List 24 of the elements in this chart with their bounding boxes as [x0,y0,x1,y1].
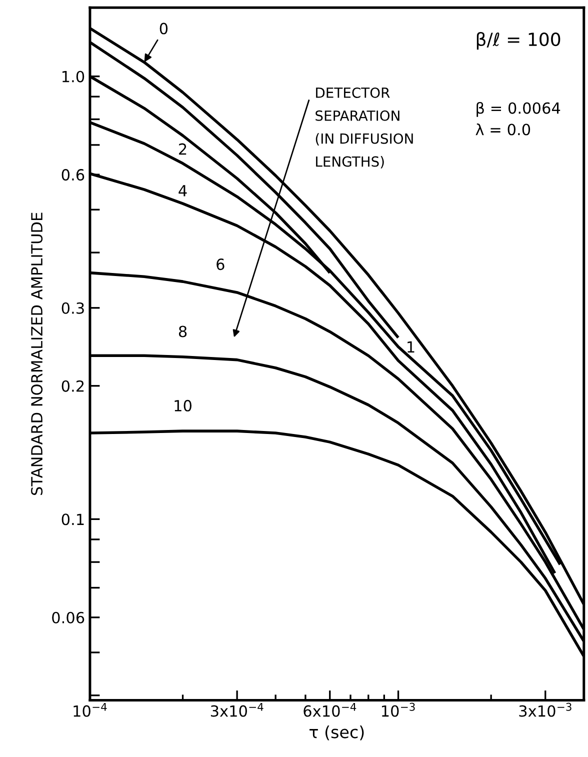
y-tick-label: 0.2 [62,380,84,392]
y-tick-label: 0.06 [52,612,84,624]
series-label: 6 [216,258,224,270]
text: 0 [160,22,168,34]
annotation: β = 0.0064 [476,102,560,117]
y-axis-title: STANDARD NORMALIZED AMPLITUDE [31,212,43,495]
x-axis-title: τ (sec) [310,725,364,740]
annotation: λ = 0.0 [476,123,530,136]
x-tick-label: 10$^{−4}$ [74,702,107,717]
series-label: 2 [179,143,186,155]
series-label: 8 [178,326,187,338]
series-label: 4 [178,185,187,196]
x-tick-label: 6x10$^{−4}$ [304,702,356,717]
y-tick-label: 0.6 [62,169,84,181]
y-tick-label: 0.3 [62,302,84,314]
x-tick-label: 3x10$^{−4}$ [210,702,264,717]
annotation: β/ℓ = 100 [476,32,560,50]
x-tick-label: 3x10$^{−3}$ [519,702,572,717]
x-tick-label: 10$^{−3}$ [382,702,415,717]
y-tick-label: 0.1 [62,514,84,526]
y-tick-label: 1.0 [62,70,84,82]
series-label: 10 [174,400,192,412]
series-label: 1 [408,341,414,353]
annotation: DETECTOR SEPARATION (IN DIFFUSION LENGTHS) [316,87,413,168]
